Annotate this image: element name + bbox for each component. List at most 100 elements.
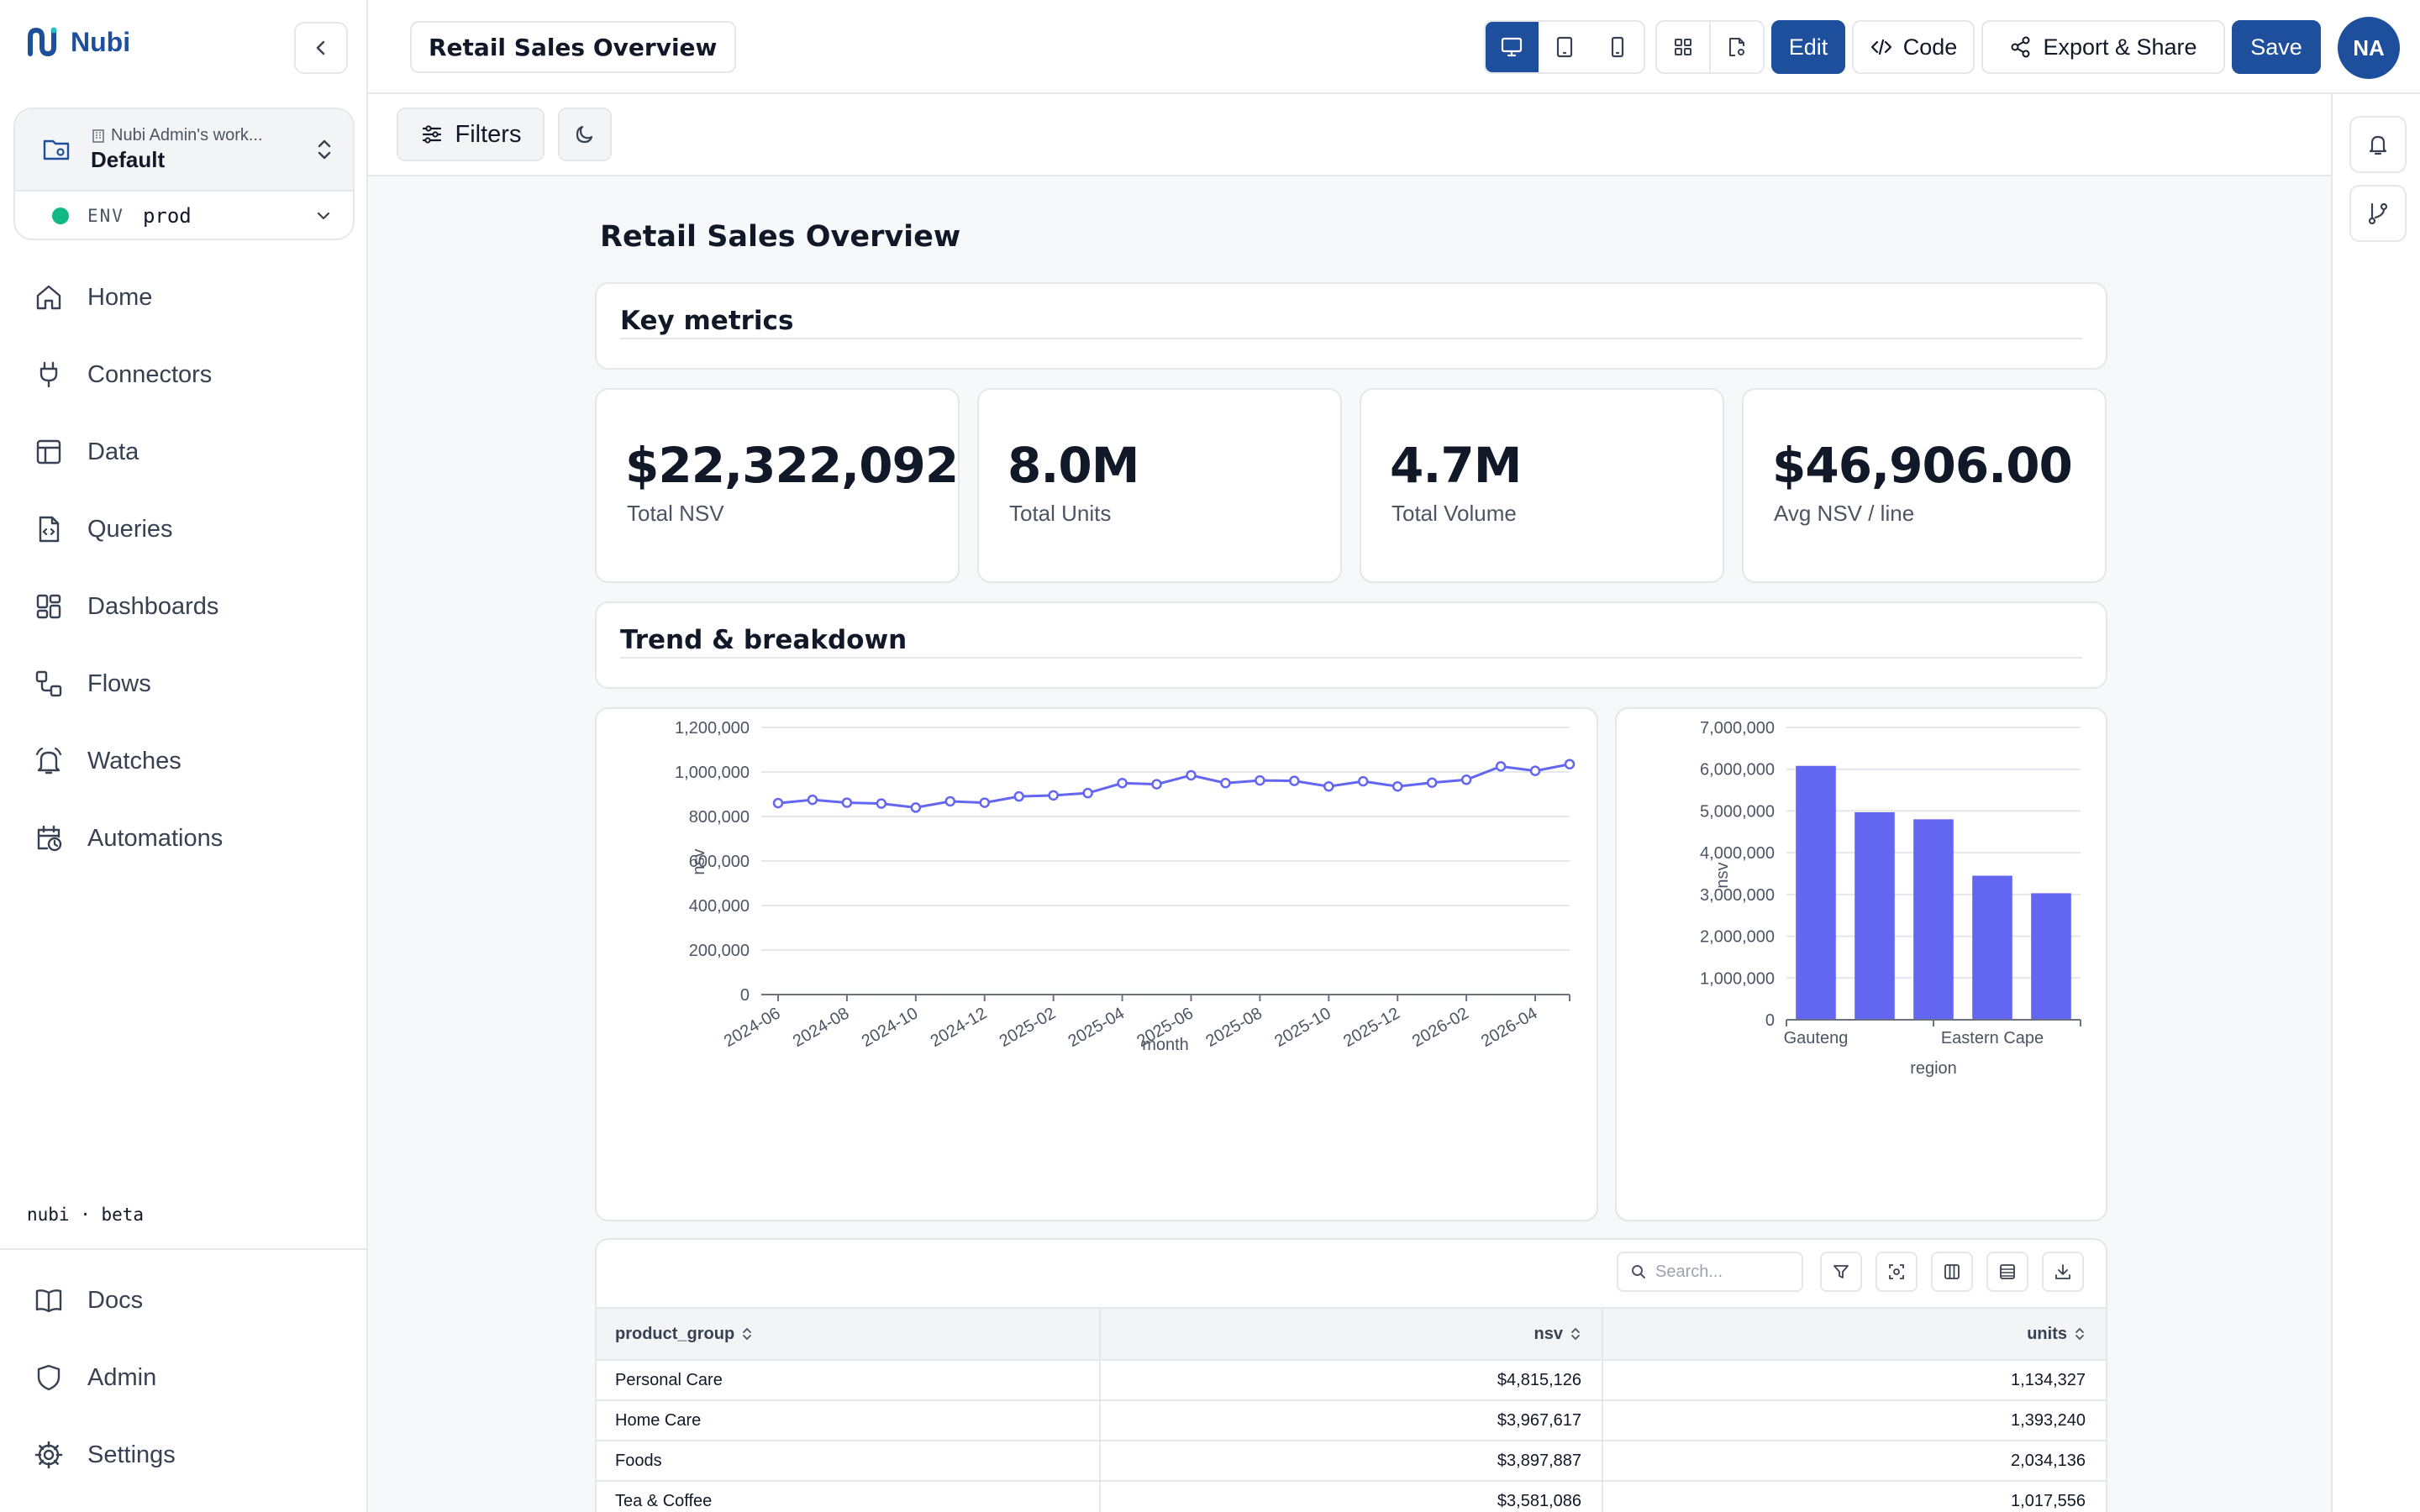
data-point <box>1048 790 1059 801</box>
dashboard-icon <box>36 594 61 619</box>
theme-toggle-button[interactable] <box>558 108 612 161</box>
kpi-card-total-nsv: $22,322,092.35 Total NSV <box>595 388 960 583</box>
nav-item-flows[interactable]: Flows <box>0 645 368 722</box>
data-point <box>1255 774 1265 786</box>
table-row[interactable]: Personal Care $4,815,126 1,134,327 <box>597 1361 2106 1401</box>
collapse-sidebar-button[interactable] <box>294 22 348 74</box>
y-tick-label: 6,000,000 <box>1700 761 1775 780</box>
sliders-icon <box>422 125 441 144</box>
nav-item-connectors[interactable]: Connectors <box>0 336 368 413</box>
mobile-preview-button[interactable] <box>1591 22 1644 72</box>
shield-icon <box>37 1364 60 1391</box>
device-preview-toggle <box>1484 20 1645 74</box>
tablet-icon <box>1556 36 1573 58</box>
save-button[interactable]: Save <box>2232 20 2321 74</box>
nav-item-admin[interactable]: Admin <box>0 1339 368 1416</box>
dashboard-toolbar: Filters <box>368 94 2331 176</box>
workspace-switcher[interactable]: Nubi Admin's work... Default ENV prod <box>13 108 355 240</box>
data-point <box>876 798 887 809</box>
table-density-button[interactable] <box>1986 1252 2028 1292</box>
kpi-label: Total Units <box>1009 501 1112 526</box>
desktop-preview-button[interactable] <box>1486 22 1539 72</box>
table-columns-button[interactable] <box>1931 1252 1973 1292</box>
section-title: Key metrics <box>620 306 794 336</box>
bar <box>1854 811 1895 1020</box>
table-download-button[interactable] <box>2042 1252 2084 1292</box>
table-search-input[interactable]: Search... <box>1617 1252 1803 1292</box>
x-tick-label: 2025-12 <box>1340 1004 1403 1051</box>
chevron-left-icon <box>316 40 325 55</box>
filters-button[interactable]: Filters <box>397 108 544 161</box>
nav-item-home[interactable]: Home <box>0 259 368 336</box>
kpi-label: Avg NSV / line <box>1774 501 1915 526</box>
section-divider <box>620 657 2082 659</box>
nav-item-automations[interactable]: Automations <box>0 800 368 877</box>
nubi-logo-icon <box>28 27 57 57</box>
kpi-card-avg-nsv: $46,906.00 Avg NSV / line <box>1742 388 2107 583</box>
data-point <box>1220 778 1231 789</box>
monitor-icon <box>1502 37 1523 57</box>
export-share-button[interactable]: Export & Share <box>1981 20 2225 74</box>
table-row[interactable]: Tea & Coffee $3,581,086 1,017,556 <box>597 1482 2106 1512</box>
cell-nsv: $3,581,086 <box>1101 1482 1603 1512</box>
main-nav: Home Connectors Data Queries Dashboards … <box>0 259 368 877</box>
nav-item-dashboards[interactable]: Dashboards <box>0 568 368 645</box>
column-label: product_group <box>615 1324 735 1343</box>
x-tick-label: 2024-06 <box>721 1004 784 1051</box>
moon-icon <box>576 125 593 144</box>
column-header-units[interactable]: units <box>1603 1309 2106 1359</box>
table-row[interactable]: Home Care $3,967,617 1,393,240 <box>597 1401 2106 1441</box>
file-settings-button[interactable] <box>1709 22 1763 72</box>
sidebar: Nubi Nubi Admin's work... Default ENV pr… <box>0 0 368 1512</box>
building-icon <box>92 129 104 143</box>
tablet-preview-button[interactable] <box>1539 22 1591 72</box>
nav-item-queries[interactable]: Queries <box>0 491 368 568</box>
code-button[interactable]: Code <box>1852 20 1975 74</box>
user-avatar[interactable]: NA <box>2338 17 2400 79</box>
app-logo[interactable]: Nubi <box>25 25 130 59</box>
nav-item-docs[interactable]: Docs <box>0 1262 368 1339</box>
column-header-product-group[interactable]: product_group <box>597 1309 1101 1359</box>
y-axis-label: nsv <box>1713 862 1732 888</box>
bar <box>1972 875 2012 1020</box>
column-header-nsv[interactable]: nsv <box>1101 1309 1603 1359</box>
data-point <box>979 797 990 808</box>
x-tick-label: 2025-10 <box>1271 1004 1334 1051</box>
data-point <box>841 797 853 808</box>
cell-units: 1,393,240 <box>2011 1410 2086 1430</box>
bar <box>1796 765 1836 1020</box>
table-focus-button[interactable] <box>1876 1252 1918 1292</box>
code-icon <box>1870 39 1891 55</box>
filters-label: Filters <box>455 120 522 148</box>
nav-item-settings[interactable]: Settings <box>0 1416 368 1494</box>
workspace-owner: Nubi Admin's work... <box>111 126 263 144</box>
nav-label: Automations <box>87 824 224 852</box>
env-value: prod <box>142 204 192 228</box>
search-placeholder: Search... <box>1655 1262 1723 1281</box>
layout-grid-button[interactable] <box>1657 22 1709 72</box>
plug-icon <box>39 361 58 388</box>
edit-button[interactable]: Edit <box>1771 20 1845 74</box>
x-tick-label: 2025-08 <box>1202 1004 1265 1051</box>
bell-icon <box>35 747 62 774</box>
nav-label: Data <box>87 438 139 465</box>
data-table-card: Search... product_group nsv units Person… <box>595 1238 2107 1512</box>
environment-selector[interactable]: ENV prod <box>15 192 353 239</box>
data-point <box>1151 779 1162 790</box>
table-row[interactable]: Foods $3,897,887 2,034,136 <box>597 1441 2106 1482</box>
book-icon <box>35 1289 62 1313</box>
table-filter-button[interactable] <box>1820 1252 1862 1292</box>
kpi-card-total-units: 8.0M Total Units <box>977 388 1342 583</box>
workspace-selector[interactable]: Nubi Admin's work... Default <box>15 109 353 192</box>
notifications-button[interactable] <box>2349 116 2407 173</box>
x-tick-label: Gauteng <box>1784 1029 1849 1047</box>
version-branch-button[interactable] <box>2349 185 2407 242</box>
nav-item-watches[interactable]: Watches <box>0 722 368 800</box>
bell-icon <box>2369 135 2387 155</box>
dashboard-title-input[interactable]: Retail Sales Overview <box>410 21 736 73</box>
gear-icon <box>34 1441 63 1469</box>
x-axis-label: region <box>1910 1059 1957 1078</box>
data-point <box>1495 761 1507 772</box>
nav-item-data[interactable]: Data <box>0 413 368 491</box>
nav-label: Docs <box>87 1286 144 1314</box>
